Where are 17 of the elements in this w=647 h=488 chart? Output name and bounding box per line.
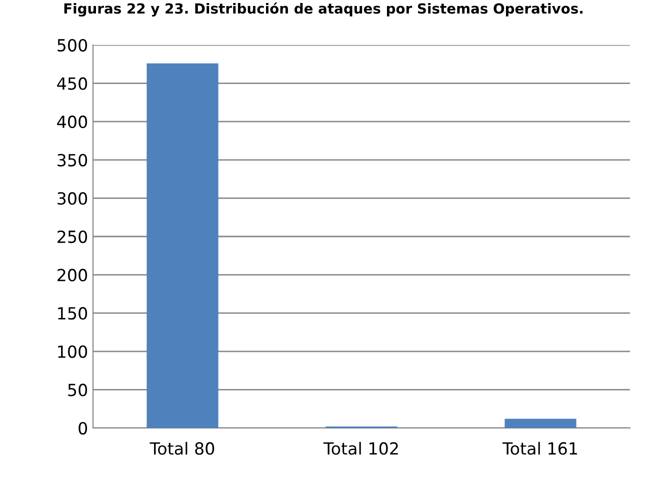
y-tick-label: 450 [57, 77, 88, 90]
y-tick-label: 350 [58, 154, 88, 166]
y-tick-label: 150 [58, 307, 88, 320]
x-tick-label: Total 161 [502, 442, 577, 455]
x-tick-label: Total 80 [150, 442, 214, 455]
bar [504, 418, 576, 428]
y-tick-label: 0 [78, 422, 88, 435]
chart-title: Figuras 22 y 23. Distribución de ataques por Sistemas Operativos. [64, 2, 583, 17]
y-tick-label: 300 [58, 192, 88, 205]
y-tick-label: 200 [58, 268, 88, 282]
x-tick-label: Total 102 [323, 442, 398, 455]
y-tick-label: 500 [58, 38, 88, 52]
y-tick-label: 100 [58, 345, 88, 358]
y-tick-label: 50 [68, 384, 88, 396]
y-tick-label: 250 [58, 230, 88, 244]
bar [146, 63, 218, 428]
y-tick-label: 400 [57, 116, 88, 128]
